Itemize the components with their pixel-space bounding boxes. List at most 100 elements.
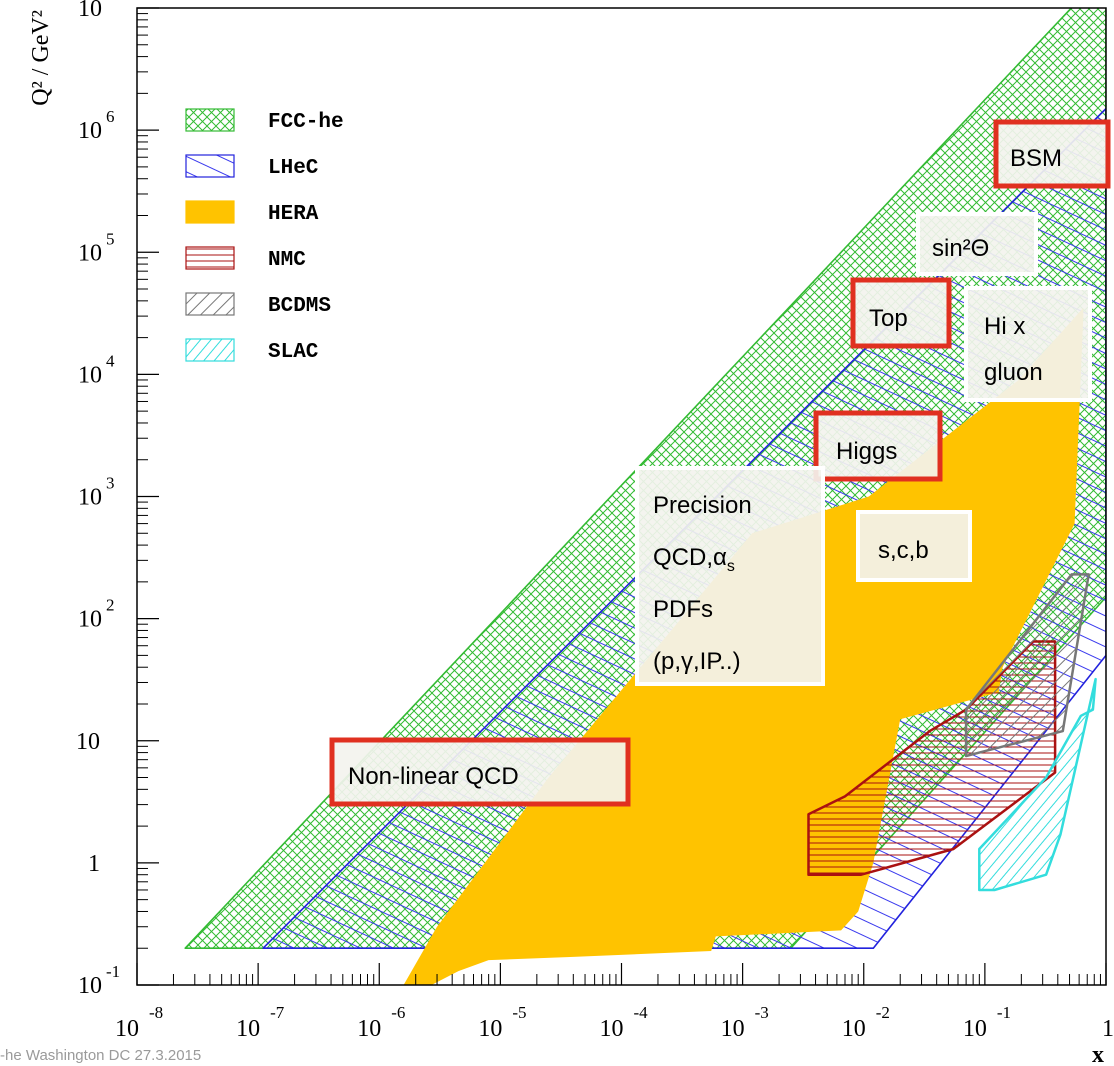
y-tick-label: 106 xyxy=(78,107,115,144)
x-tick-exponent: -4 xyxy=(634,1003,649,1022)
x-tick-exponent: -6 xyxy=(391,1003,405,1022)
x-tick-label: 10 -7 xyxy=(236,1003,285,1042)
legend: FCC-he LHeC HERA NMC BCDMS SLAC xyxy=(185,108,344,364)
x-tick-exponent: -7 xyxy=(270,1003,285,1022)
x-tick-exponent: -5 xyxy=(512,1003,526,1022)
annotation-text: Non-linear QCD xyxy=(348,763,519,790)
x-tick-exponent: -1 xyxy=(997,1003,1011,1022)
legend-item-bcdms: BCDMS xyxy=(185,292,331,318)
legend-swatch xyxy=(185,200,235,224)
x-tick-base: 10 xyxy=(721,1016,745,1042)
legend-item-hera: HERA xyxy=(185,200,319,226)
annotation-box xyxy=(856,510,972,582)
y-tick-label: 1 xyxy=(88,851,100,877)
legend-label: FCC-he xyxy=(268,111,344,134)
x-axis-label: x xyxy=(1092,1042,1104,1066)
y-tick-label: 102 xyxy=(78,596,115,633)
y-tick-base: 10 xyxy=(76,729,100,755)
annotation-precision-qcd-s-pdfs-p-ip: Precision QCD,αs PDFs (p,γ,IP..) xyxy=(635,466,825,686)
annotation-text: Precision xyxy=(653,492,752,519)
x-tick-label: 10 -4 xyxy=(600,1003,649,1042)
legend-item-nmc: NMC xyxy=(185,246,306,272)
y-tick-exponent: 6 xyxy=(106,107,115,126)
annotation-box xyxy=(993,119,1111,189)
legend-item-lhec: LHeC xyxy=(185,154,319,180)
legend-swatch xyxy=(185,246,235,270)
x-tick-exponent: -2 xyxy=(876,1003,890,1022)
x-tick-label: 10 -5 xyxy=(478,1003,526,1042)
y-tick-label: 10 7 xyxy=(78,0,115,22)
legend-swatch xyxy=(185,154,235,178)
annotation-box xyxy=(635,466,825,686)
y-tick-label: 10-1 xyxy=(78,962,120,999)
legend-label: NMC xyxy=(268,249,306,272)
y-tick-base: 10 xyxy=(78,973,102,999)
legend-swatch xyxy=(185,338,235,362)
legend-swatch xyxy=(185,292,235,316)
series-slac-region xyxy=(978,677,1097,892)
annotation-box xyxy=(329,737,631,807)
annotation-sin: sin²Θ xyxy=(916,212,1038,276)
x-tick-base: 10 xyxy=(236,1016,260,1042)
y-tick-label: 105 xyxy=(78,229,115,266)
annotation-top: Top xyxy=(850,277,952,349)
legend-item-slac: SLAC xyxy=(185,338,319,364)
annotation-s-c-b: s,c,b xyxy=(856,510,972,582)
y-axis-label: Q² / GeV² xyxy=(28,10,54,106)
y-tick-base: 10 xyxy=(78,0,102,22)
annotation-box xyxy=(813,410,943,482)
annotation-text: Higgs xyxy=(836,438,897,465)
y-tick-base: 10 xyxy=(78,362,102,388)
legend-swatch xyxy=(185,108,235,132)
y-tick-base: 10 xyxy=(78,240,102,266)
y-tick-exponent: 3 xyxy=(106,474,115,493)
annotation-text: (p,γ,IP..) xyxy=(653,648,741,675)
y-tick-base: 10 xyxy=(78,485,102,511)
x-tick-base: 10 xyxy=(115,1016,139,1042)
x-tick-base: 10 xyxy=(842,1016,866,1042)
annotation-bsm: BSM xyxy=(993,119,1111,189)
x-tick-exponent: -3 xyxy=(755,1003,769,1022)
annotations: BSM sin²Θ Top Hi x gluon Higgs Precision QCD,αs… xyxy=(329,119,1111,807)
x-tick-label: 1 xyxy=(1102,1016,1114,1042)
series-bcdms-region xyxy=(964,573,1090,758)
y-tick-exponent: -1 xyxy=(106,962,120,981)
x-tick-label: 10 -2 xyxy=(842,1003,890,1042)
y-tick-base: 1 xyxy=(88,851,100,877)
annotation-hi-x-gluon: Hi x gluon xyxy=(964,286,1092,402)
footer-caption: -he Washington DC 27.3.2015 xyxy=(0,1047,202,1064)
legend-label: SLAC xyxy=(268,341,319,364)
annotation-text: QCD,αs xyxy=(653,544,735,575)
x-tick-label: 10 -8 xyxy=(115,1003,163,1042)
annotation-box xyxy=(850,277,952,349)
legend-label: BCDMS xyxy=(268,295,331,318)
annotation-text: BSM xyxy=(1010,145,1062,172)
y-tick-base: 10 xyxy=(78,607,102,633)
x-tick-base: 1 xyxy=(1102,1016,1114,1042)
x-tick-base: 10 xyxy=(600,1016,624,1042)
axes: 10-810-710-610-510-410-310-210-1110-1110… xyxy=(28,0,1114,1066)
annotation-text: sin²Θ xyxy=(932,235,989,262)
annotation-box xyxy=(964,286,1092,402)
y-tick-label: 103 xyxy=(78,474,115,511)
x-tick-exponent: -8 xyxy=(149,1003,163,1022)
x-tick-base: 10 xyxy=(478,1016,502,1042)
annotation-text: s,c,b xyxy=(878,537,929,564)
x-tick-base: 10 xyxy=(357,1016,381,1042)
x-tick-label: 10 -6 xyxy=(357,1003,405,1042)
x-tick-base: 10 xyxy=(963,1016,987,1042)
y-tick-exponent: 7 xyxy=(106,0,115,4)
y-tick-label: 104 xyxy=(78,351,115,388)
y-tick-exponent: 2 xyxy=(106,596,115,615)
annotation-text: Hi x xyxy=(984,313,1025,340)
annotation-text: gluon xyxy=(984,359,1043,386)
x-tick-label: 10 -1 xyxy=(963,1003,1011,1042)
legend-label: HERA xyxy=(268,203,319,226)
legend-item-fcc-he: FCC-he xyxy=(185,108,344,134)
annotation-text: Top xyxy=(869,305,908,332)
y-tick-label: 10 xyxy=(76,729,100,755)
legend-label: LHeC xyxy=(268,157,319,180)
annotation-higgs: Higgs xyxy=(813,410,943,482)
y-tick-exponent: 4 xyxy=(106,351,115,370)
